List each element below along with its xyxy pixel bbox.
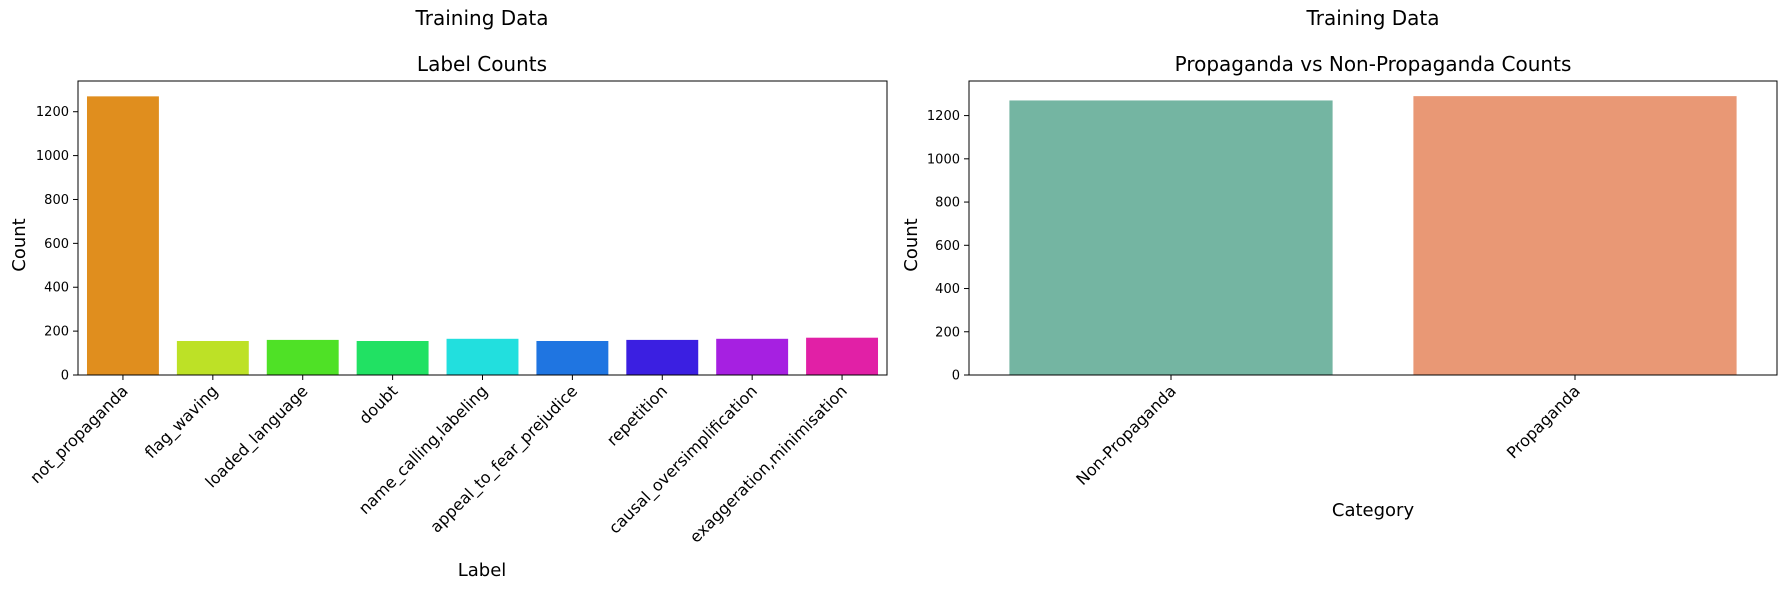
chart2-title: Propaganda vs Non-Propaganda Counts — [1175, 52, 1572, 76]
chart1-suptitle: Training Data — [414, 6, 548, 30]
chart1-ylabel: Count — [9, 218, 30, 271]
y-tick-label: 1000 — [927, 152, 960, 167]
bar — [1009, 100, 1333, 376]
y-tick-label: 0 — [952, 369, 960, 384]
chart2-xlabel: Category — [1332, 500, 1415, 521]
y-tick-label: 600 — [935, 239, 960, 254]
chart2-plot-area: 0 200 400 600 800 1000 1200 Non-Propaganda Propa… — [927, 80, 1778, 489]
bar — [626, 339, 699, 375]
bar — [356, 340, 429, 375]
plot-frame — [968, 80, 1778, 376]
chart1-plot-area: 0 200 400 600 800 1000 1200 not_propaganda flag_… — [26, 80, 888, 547]
y-tick-label: 400 — [935, 282, 960, 297]
propaganda-vs-non-chart: Training Data Propaganda vs Non-Propagan… — [901, 6, 1778, 521]
bar — [446, 338, 519, 375]
x-tick-label: doubt — [355, 381, 401, 427]
bar — [716, 338, 789, 375]
y-tick-label: 800 — [44, 193, 69, 208]
x-tick-label: Non-Propaganda — [1072, 381, 1180, 489]
label-counts-chart: Training Data Label Counts Count Label 0… — [9, 6, 888, 581]
y-tick-label: 1200 — [36, 105, 69, 120]
bar — [176, 340, 249, 375]
bar — [86, 96, 159, 375]
plot-frame — [77, 80, 888, 376]
y-tick-label: 200 — [935, 325, 960, 340]
chart1-xlabel: Label — [458, 560, 507, 581]
bar — [266, 339, 339, 375]
x-tick-label: causal_oversimplification — [605, 381, 762, 538]
x-tick-label: Propaganda — [1503, 381, 1584, 462]
y-tick-label: 400 — [44, 281, 69, 296]
y-tick-label: 800 — [935, 196, 960, 211]
bar — [806, 337, 879, 375]
x-tick-label: appeal_to_fear_prejudice — [426, 381, 582, 537]
chart1-title: Label Counts — [417, 52, 547, 76]
chart2-ylabel: Count — [901, 218, 922, 271]
x-tick-label: exaggeration,minimisation — [686, 381, 851, 546]
bar — [536, 340, 609, 375]
bar — [1413, 96, 1737, 375]
y-tick-label: 1000 — [36, 149, 69, 164]
chart2-suptitle: Training Data — [1305, 6, 1439, 30]
y-tick-label: 600 — [44, 237, 69, 252]
x-tick-label: repetition — [603, 381, 671, 449]
x-tick-label: flag_waving — [141, 381, 222, 462]
y-tick-label: 0 — [61, 369, 69, 384]
y-tick-label: 200 — [44, 325, 69, 340]
x-tick-label: not_propaganda — [26, 381, 132, 487]
y-tick-label: 1200 — [927, 109, 960, 124]
